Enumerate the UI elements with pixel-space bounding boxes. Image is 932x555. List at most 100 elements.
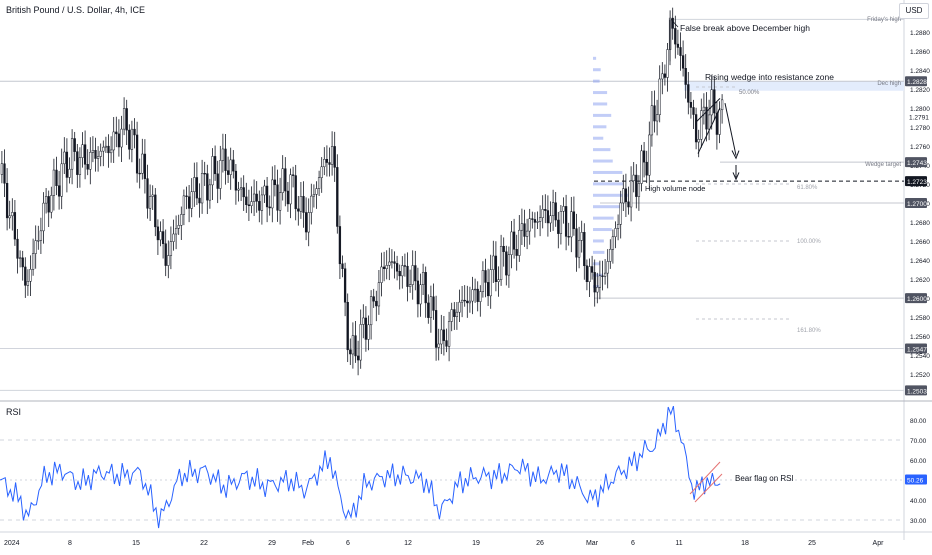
candle-body bbox=[291, 174, 295, 176]
volume-bar bbox=[593, 262, 600, 266]
candle-body bbox=[245, 196, 248, 205]
candle-body bbox=[52, 169, 56, 196]
price-tick: 1.2520 bbox=[910, 372, 930, 379]
price-tick: 1.2860 bbox=[910, 49, 930, 56]
candle-body bbox=[554, 202, 557, 221]
currency-button[interactable]: USD bbox=[899, 3, 929, 19]
candle-body bbox=[320, 166, 323, 178]
candle-body bbox=[395, 263, 399, 272]
time-label: 25 bbox=[808, 540, 816, 547]
candle-body bbox=[3, 163, 6, 184]
candle-body bbox=[390, 261, 394, 263]
candle-body bbox=[177, 225, 180, 229]
volume-bar bbox=[593, 113, 612, 117]
hvn-arrow-head bbox=[732, 172, 740, 181]
rsi-badge: 50.26 bbox=[907, 477, 924, 484]
candle-body bbox=[83, 144, 87, 165]
candle-body bbox=[663, 73, 667, 78]
candle-body bbox=[700, 110, 703, 140]
candle-body bbox=[505, 251, 508, 276]
candle-body bbox=[151, 194, 154, 197]
candle-body bbox=[653, 105, 656, 122]
candle-body bbox=[278, 192, 282, 211]
wedge-target-arrow bbox=[724, 103, 737, 156]
candle-body bbox=[533, 219, 537, 223]
current-price-badge: 1.2723 bbox=[907, 179, 927, 186]
wedge-lower-line bbox=[697, 107, 721, 154]
candle-body bbox=[99, 150, 102, 157]
candle-body bbox=[632, 174, 635, 182]
volume-bar bbox=[593, 102, 608, 106]
candle-body bbox=[63, 151, 66, 165]
candle-body bbox=[479, 291, 482, 302]
current-price-badge-bg bbox=[905, 176, 927, 187]
high-volume-node-note: High volume node bbox=[645, 184, 705, 193]
volume-bar bbox=[593, 136, 604, 140]
candle-body bbox=[328, 162, 331, 165]
candle-body bbox=[460, 299, 464, 303]
candle-body bbox=[575, 228, 578, 258]
candle-body bbox=[200, 173, 204, 204]
bear-flag-upper bbox=[689, 461, 721, 495]
candle-body bbox=[47, 196, 50, 213]
candle-body bbox=[388, 261, 391, 266]
candle-body bbox=[312, 194, 316, 197]
candle-body bbox=[598, 275, 602, 288]
time-label: 6 bbox=[631, 540, 635, 547]
candle-body bbox=[213, 156, 217, 175]
candle-body bbox=[284, 168, 287, 192]
candle-body bbox=[655, 114, 659, 122]
time-label: Feb bbox=[302, 540, 314, 547]
candle-body bbox=[219, 160, 222, 189]
candle-body bbox=[161, 231, 165, 244]
candle-body bbox=[117, 133, 121, 148]
candle-body bbox=[351, 335, 355, 355]
candle-body bbox=[167, 255, 170, 266]
candle-body bbox=[203, 173, 206, 175]
candle-body bbox=[536, 221, 539, 223]
volume-bar bbox=[593, 239, 604, 243]
candle-body bbox=[567, 236, 570, 238]
candle-body bbox=[364, 317, 368, 340]
candle-body bbox=[242, 187, 245, 198]
candle-body bbox=[125, 108, 128, 131]
price-tick: 1.2580 bbox=[910, 315, 930, 322]
candle-body bbox=[263, 185, 266, 196]
candle-body bbox=[588, 266, 591, 282]
candle-body bbox=[81, 144, 84, 158]
candle-body bbox=[297, 208, 300, 212]
volume-bar bbox=[593, 170, 623, 174]
candle-body bbox=[577, 240, 581, 258]
candle-body bbox=[57, 185, 61, 197]
candle-body bbox=[635, 174, 638, 197]
candle-body bbox=[211, 156, 214, 186]
candle-body bbox=[590, 266, 594, 273]
candle-body bbox=[198, 197, 201, 204]
candle-body bbox=[310, 195, 313, 213]
candle-body bbox=[440, 329, 443, 345]
wedge-target-badge-bg bbox=[905, 157, 927, 168]
candle-body bbox=[307, 212, 310, 233]
candle-body bbox=[715, 112, 719, 135]
candle-body bbox=[515, 249, 518, 256]
candle-body bbox=[497, 279, 500, 282]
candle-body bbox=[416, 280, 420, 305]
candle-body bbox=[624, 188, 628, 203]
fib-618-label: 61.80% bbox=[797, 185, 818, 191]
candle-body bbox=[437, 343, 440, 348]
candle-body bbox=[494, 255, 498, 282]
candle-body bbox=[206, 173, 209, 201]
candle-body bbox=[273, 179, 277, 186]
time-label: 12 bbox=[404, 540, 412, 547]
candle-body bbox=[107, 145, 110, 154]
candle-body bbox=[499, 245, 503, 280]
candle-body bbox=[135, 134, 139, 174]
candle-body bbox=[674, 28, 677, 45]
candle-body bbox=[463, 299, 466, 302]
candle-body bbox=[372, 296, 375, 302]
candle-body bbox=[429, 296, 433, 318]
bear-flag-note: Bear flag on RSI bbox=[735, 474, 794, 483]
candle-body bbox=[458, 301, 461, 313]
